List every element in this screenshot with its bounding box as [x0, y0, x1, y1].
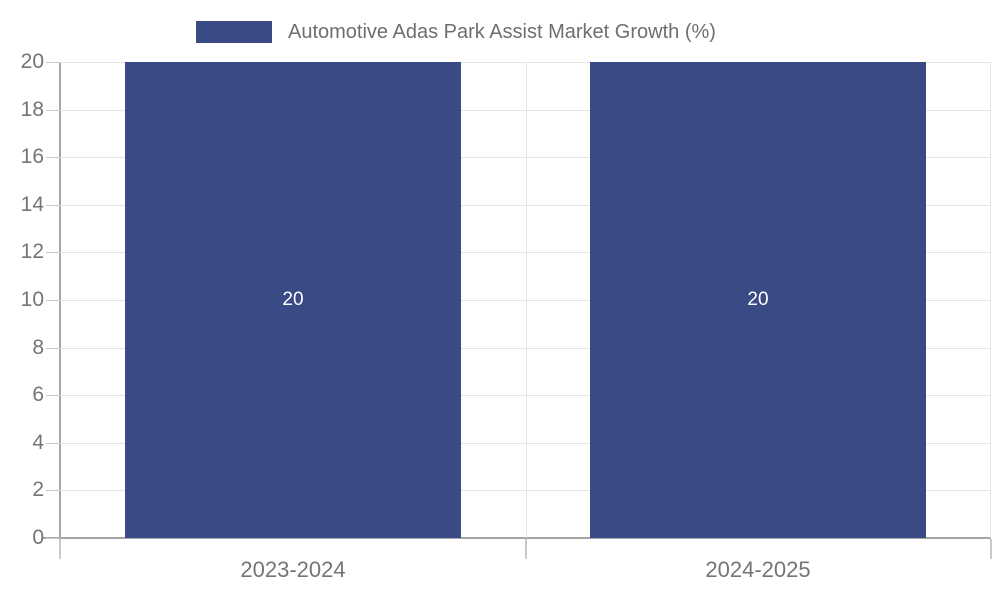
x-tick [990, 539, 992, 559]
y-tick [46, 204, 60, 206]
gridline [60, 252, 991, 254]
x-tick-label: 2024-2025 [705, 557, 811, 582]
x-tick [525, 539, 527, 559]
gridline [60, 62, 991, 63]
y-tick [46, 442, 60, 444]
gridline [60, 347, 991, 349]
gridline [60, 204, 991, 206]
y-tick-label: 4 [32, 430, 44, 454]
y-tick [46, 300, 60, 301]
y-tick [46, 157, 60, 159]
x-tick-label: 2023-2024 [240, 557, 346, 582]
gridline [60, 157, 991, 159]
y-tick-label: 2 [32, 478, 44, 502]
y-tick-label: 12 [20, 240, 44, 264]
gridline [60, 109, 991, 111]
y-tick [46, 490, 60, 492]
x-tick [59, 539, 61, 559]
y-tick [46, 538, 60, 539]
y-tick-label: 6 [32, 383, 44, 407]
plot-area: 20 20 [60, 62, 991, 538]
gridline [526, 62, 527, 538]
legend-swatch [196, 21, 272, 43]
y-tick [46, 395, 60, 397]
x-axis-line [42, 537, 991, 539]
y-tick [46, 252, 60, 254]
bar-value-label: 20 [282, 289, 304, 310]
gridline [60, 395, 991, 397]
gridline [60, 442, 991, 444]
y-tick-label: 8 [32, 335, 44, 359]
bar: 20 [590, 62, 926, 538]
y-tick [46, 109, 60, 111]
gridline [60, 490, 991, 492]
y-tick-label: 14 [20, 192, 44, 216]
y-tick [46, 347, 60, 349]
y-tick-label: 10 [20, 288, 44, 311]
y-tick-label: 0 [32, 526, 44, 549]
y-tick-label: 18 [20, 97, 44, 121]
gridline [60, 300, 991, 301]
y-tick-label: 20 [20, 50, 44, 73]
legend-label: Automotive Adas Park Assist Market Growt… [288, 21, 716, 43]
y-tick-label: 16 [20, 145, 44, 169]
y-tick [46, 62, 60, 63]
bar: 20 [125, 62, 461, 538]
bar-value-label: 20 [747, 289, 769, 310]
